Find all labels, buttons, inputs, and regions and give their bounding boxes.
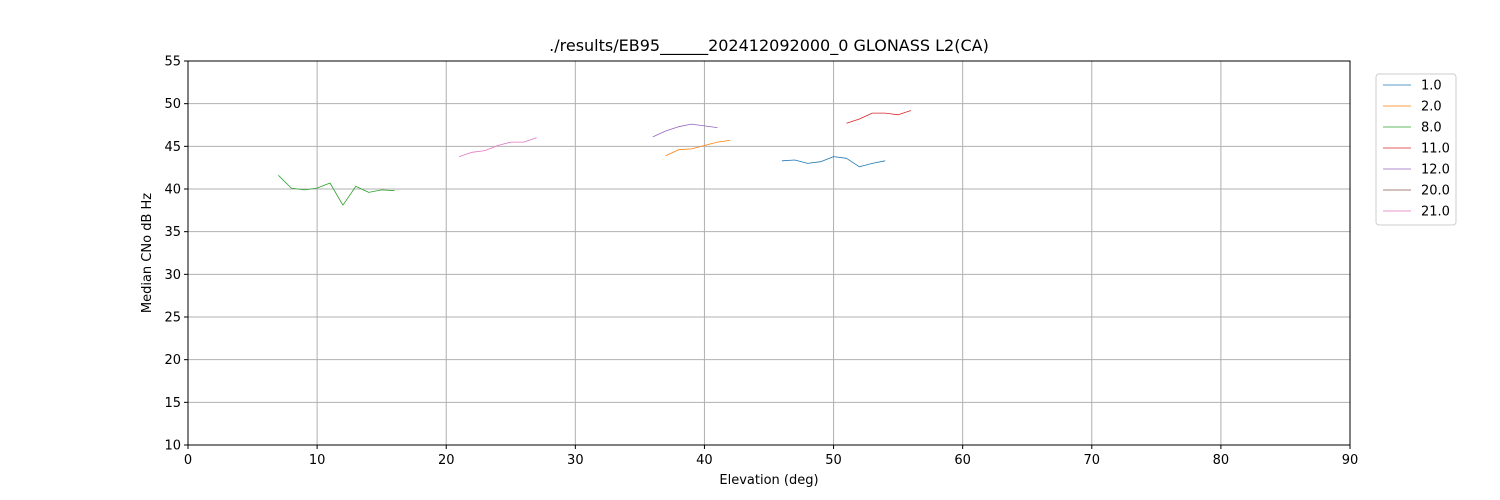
legend-label: 12.0 bbox=[1421, 163, 1450, 178]
x-tick-label: 10 bbox=[309, 453, 326, 468]
x-tick-label: 50 bbox=[825, 453, 842, 468]
legend-box bbox=[1375, 73, 1457, 226]
legend-label: 2.0 bbox=[1421, 100, 1442, 115]
x-tick-label: 0 bbox=[184, 453, 192, 468]
y-tick-label: 10 bbox=[164, 439, 181, 454]
x-axis-label: Elevation (deg) bbox=[719, 473, 818, 488]
y-tick-label: 30 bbox=[164, 268, 181, 283]
series-line-11-0 bbox=[846, 110, 912, 124]
series-line-21-0 bbox=[458, 137, 537, 157]
y-tick-label: 45 bbox=[164, 140, 181, 155]
y-tick-label: 15 bbox=[164, 396, 181, 411]
x-tick-label: 20 bbox=[438, 453, 455, 468]
legend: 1.0 2.0 8.0 11.0 12.0 20.0 21.0 bbox=[1375, 73, 1457, 226]
y-tick-label: 20 bbox=[164, 353, 181, 368]
legend-label: 20.0 bbox=[1421, 184, 1450, 199]
x-tick-label: 80 bbox=[1213, 453, 1230, 468]
y-axis-label: Median CNo dB Hz bbox=[140, 193, 155, 313]
legend-label: 8.0 bbox=[1421, 121, 1442, 136]
x-tick-label: 70 bbox=[1084, 453, 1101, 468]
legend-label: 21.0 bbox=[1421, 205, 1450, 220]
legend-label: 1.0 bbox=[1421, 79, 1442, 94]
grid bbox=[187, 60, 1351, 446]
x-tick-label: 30 bbox=[567, 453, 584, 468]
x-tick-label: 90 bbox=[1342, 453, 1359, 468]
y-tick-label: 55 bbox=[164, 55, 181, 70]
x-axis: 0 10 20 30 40 50 60 70 80 90 bbox=[184, 445, 1358, 468]
y-tick-label: 50 bbox=[164, 97, 181, 112]
series-line-12-0 bbox=[652, 123, 718, 138]
x-tick-label: 40 bbox=[696, 453, 713, 468]
x-tick-label: 60 bbox=[954, 453, 971, 468]
series-line-1-0 bbox=[781, 156, 886, 168]
y-axis: 10 15 20 25 30 35 40 45 50 55 bbox=[164, 55, 188, 454]
y-tick-label: 25 bbox=[164, 311, 181, 326]
y-tick-label: 35 bbox=[164, 225, 181, 240]
plot-frame bbox=[187, 60, 1351, 446]
series-layer bbox=[278, 110, 912, 206]
y-tick-label: 40 bbox=[164, 183, 181, 198]
legend-label: 11.0 bbox=[1421, 142, 1450, 157]
series-line-2-0 bbox=[665, 140, 731, 157]
series-line-8-0 bbox=[278, 175, 395, 206]
chart-title: ./results/EB95______202412092000_0 GLONA… bbox=[549, 36, 989, 56]
